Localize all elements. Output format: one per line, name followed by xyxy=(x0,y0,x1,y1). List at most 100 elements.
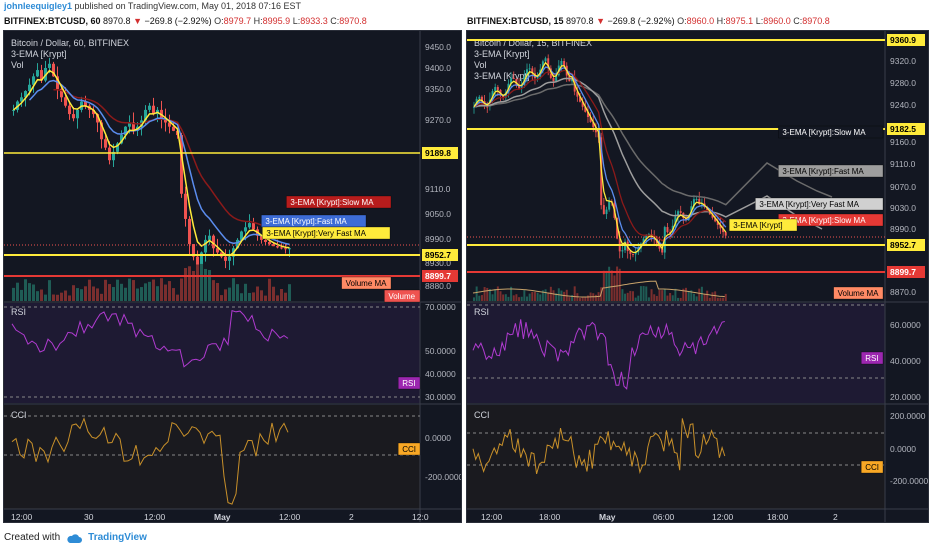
volume-bar xyxy=(571,295,574,301)
cci-badge-text: CCI xyxy=(402,445,416,454)
price-change: −269.8 (−2.92%) xyxy=(144,16,212,26)
volume-bar xyxy=(160,278,163,301)
cci-tick-label: 200.0000 xyxy=(890,411,926,421)
level-box xyxy=(887,266,925,278)
volume-bar xyxy=(232,278,235,301)
candle-body xyxy=(544,58,547,62)
candle-body xyxy=(36,70,39,77)
volume-bar xyxy=(92,286,95,301)
cci-tick-label: -200.0000 xyxy=(425,472,462,482)
cci-pane-bg xyxy=(467,405,885,509)
volume-bar xyxy=(244,283,247,301)
volume-bar xyxy=(711,292,714,301)
candle-body xyxy=(64,97,67,106)
volume-bar xyxy=(642,286,645,301)
cci-pane-bg xyxy=(4,405,420,509)
ma-tag-box xyxy=(755,197,884,211)
volume-bar xyxy=(544,289,547,301)
volume-bar xyxy=(475,286,478,301)
candle-body xyxy=(112,151,115,161)
volume-bar xyxy=(647,297,650,301)
volume-bar xyxy=(629,290,632,301)
left-symbol-line: BITFINEX:BTCUSD, 60 8970.8 ▼ −269.8 (−2.… xyxy=(4,15,367,28)
high-value: 8975.1 xyxy=(725,16,754,26)
legend-line: Vol xyxy=(11,60,24,70)
volume-bar xyxy=(685,287,687,301)
rsi-title: RSI xyxy=(474,307,489,317)
volume-bar xyxy=(639,286,642,301)
volume-bar xyxy=(579,297,581,301)
candle-body xyxy=(560,61,563,66)
tradingview-cloud-icon xyxy=(67,533,83,543)
volume-bar xyxy=(236,284,239,301)
time-tick-label: 2 xyxy=(349,512,354,522)
candle-body xyxy=(12,109,15,111)
candle-body xyxy=(496,87,499,90)
candle-body xyxy=(228,256,231,261)
ma-tag-text: Volume MA xyxy=(346,279,388,288)
price-tick-label: 8990.0 xyxy=(425,234,451,244)
candle-body xyxy=(473,106,475,108)
volume-bar xyxy=(480,295,483,301)
volume-bar xyxy=(687,291,690,301)
volume-bar xyxy=(679,297,682,301)
volume-bar xyxy=(224,289,227,301)
cci-line xyxy=(11,417,289,505)
volume-bar xyxy=(671,295,674,301)
rsi-tick-label: 40.0000 xyxy=(425,369,456,379)
time-tick-label: 12:00 xyxy=(279,512,301,522)
time-tick-label: 12:00 xyxy=(481,512,503,522)
time-tick-label: 12:00 xyxy=(144,512,166,522)
volume-bar xyxy=(661,290,664,301)
ma-tag-box xyxy=(729,218,798,232)
volume-bar xyxy=(555,293,558,301)
volume-bar xyxy=(144,283,147,301)
volume-bar xyxy=(584,297,587,301)
candle-body xyxy=(666,227,669,233)
candle-body xyxy=(632,253,634,255)
price-tick-label: 8930.0 xyxy=(425,258,451,268)
volume-bar xyxy=(645,286,648,301)
candle-body xyxy=(164,118,167,123)
candle-body xyxy=(120,135,123,144)
fast-ma-line xyxy=(28,79,290,246)
volume-bar xyxy=(40,289,43,301)
ma-tag-box xyxy=(341,276,392,290)
price-tick-label: 9270.0 xyxy=(425,115,451,125)
candle-body xyxy=(512,77,515,79)
volume-bar xyxy=(36,291,39,301)
price-tick-label: 8990.0 xyxy=(890,224,916,234)
level-label: 9182.5 xyxy=(890,124,916,134)
chart-panel-1h[interactable]: Bitcoin / Dollar, 60, BITFINEX 3-EMA [Kry… xyxy=(3,30,462,523)
volume-bar xyxy=(526,296,528,301)
price-tick-label: 9070.0 xyxy=(890,182,916,192)
ma-tag-box xyxy=(778,125,884,139)
chart-panel-15m[interactable]: Bitcoin / Dollar, 15, BITFINEX 3-EMA [Kry… xyxy=(466,30,929,523)
volume-bar xyxy=(264,295,267,301)
down-arrow-icon: ▼ xyxy=(133,16,142,26)
legend-line: 3-EMA [Krypt] xyxy=(474,49,530,59)
rsi-badge-box xyxy=(398,376,421,390)
volume-bar xyxy=(276,295,279,301)
volume-bar xyxy=(148,281,151,301)
volume-bar xyxy=(536,292,539,301)
candle-body xyxy=(685,218,687,221)
volume-bar xyxy=(714,291,717,301)
rsi-pane-bg xyxy=(4,303,420,403)
candle-body xyxy=(563,61,566,66)
tradingview-brand[interactable]: TradingView xyxy=(88,532,147,543)
volume-bar xyxy=(228,287,231,301)
candle-body xyxy=(515,78,518,85)
cci-tick-label: -200.0000 xyxy=(890,476,929,486)
author-link[interactable]: johnleequigley1 xyxy=(4,1,73,11)
volume-bar xyxy=(68,295,71,301)
candle-body xyxy=(60,88,63,98)
level-label: 9360.9 xyxy=(890,35,916,45)
volume-bar xyxy=(64,290,67,301)
candle-body xyxy=(576,91,579,97)
volume-bar xyxy=(48,280,51,301)
candle-body xyxy=(494,87,497,92)
time-tick-label: May xyxy=(599,512,616,522)
